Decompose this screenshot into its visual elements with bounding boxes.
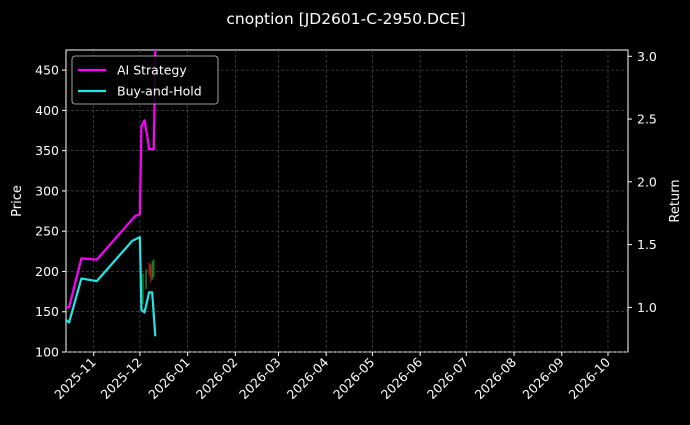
x-tick-label: 2026-07	[424, 355, 472, 403]
y2-tick-label: 1.0	[637, 300, 657, 315]
y2-tick-label: 2.0	[637, 174, 657, 189]
price-candles	[142, 259, 155, 304]
y-tick-label: 350	[35, 143, 59, 158]
legend-label: Buy-and-Hold	[117, 84, 202, 99]
y-tick-label: 250	[35, 224, 59, 239]
x-tick-label: 2026-05	[330, 355, 378, 403]
y-axis-label: Price	[10, 185, 25, 217]
x-tick-label: 2025-11	[51, 355, 99, 403]
y-tick-label: 150	[35, 304, 59, 319]
y-tick-label: 450	[35, 63, 59, 78]
grid-lines	[66, 50, 628, 353]
legend-label: AI Strategy	[117, 63, 187, 78]
x-tick-label: 2026-06	[378, 354, 426, 402]
y2-tick-label: 1.5	[637, 237, 657, 252]
y2-tick-label: 3.0	[637, 49, 657, 64]
y-tick-label: 200	[35, 264, 59, 279]
x-tick-label: 2026-02	[193, 355, 241, 403]
legend: AI Strategy Buy-and-Hold	[71, 55, 219, 105]
chart-title: cnoption [JD2601-C-2950.DCE]	[226, 10, 465, 28]
x-tick-label: 2026-10	[566, 354, 614, 402]
y-tick-label: 400	[35, 103, 59, 118]
x-tick-label: 2026-01	[145, 355, 193, 403]
x-tick-label: 2026-04	[284, 354, 332, 402]
x-tick-label: 2026-08	[472, 354, 520, 402]
x-tick-label: 2026-03	[236, 355, 284, 403]
y2-tick-label: 2.5	[637, 112, 657, 127]
x-tick-label: 2026-09	[519, 354, 567, 402]
y-tick-label: 300	[35, 183, 59, 198]
series-line-buy-and-hold	[66, 236, 157, 337]
y2-axis-label: Return	[668, 179, 683, 222]
series-line-ai-strategy	[66, 50, 157, 309]
series-lines	[66, 50, 157, 337]
y-tick-label: 100	[35, 345, 59, 360]
x-tick-label: 2025-12	[97, 355, 145, 403]
legend-box	[71, 55, 219, 105]
